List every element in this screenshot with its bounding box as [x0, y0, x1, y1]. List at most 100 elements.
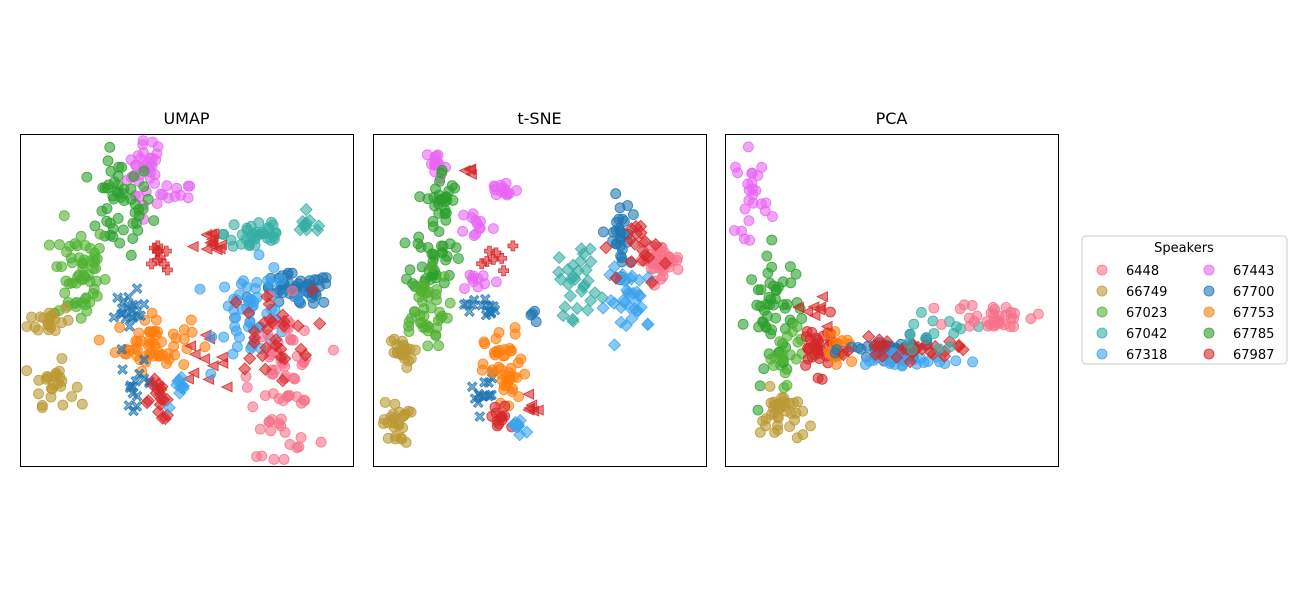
point-speaker-67987: [806, 326, 818, 338]
point-speaker-66749: [48, 379, 59, 391]
point-speaker-67753: [178, 333, 190, 345]
point-speaker-67753: [114, 322, 125, 333]
point-speaker-67023: [88, 283, 100, 295]
point-speaker-67785: [433, 195, 445, 207]
point-speaker-67785: [142, 193, 154, 205]
point-speaker-66749: [785, 407, 797, 419]
point-speaker-67753: [509, 328, 521, 340]
point-speaker-67987: [808, 309, 821, 322]
point-speaker-67318: [641, 317, 655, 331]
point-speaker-67700: [318, 296, 330, 308]
point-speaker-66749: [32, 324, 44, 336]
point-speaker-67042: [297, 219, 311, 233]
point-speaker-67443: [501, 189, 513, 201]
legend: Speakers 6448 66749 67023 67042 67318 67443 67…: [1081, 235, 1288, 365]
panel-pca: PCA: [725, 109, 1059, 467]
point-speaker-67753: [163, 353, 175, 365]
legend-entry-67023: 67023: [1096, 306, 1167, 321]
point-speaker-67753: [493, 327, 505, 338]
point-speaker-66749: [21, 365, 33, 377]
point-speaker-67700: [614, 202, 626, 214]
point-speaker-6448: [315, 436, 327, 448]
point-speaker-67023: [418, 303, 430, 315]
point-speaker-6448: [256, 450, 268, 462]
point-speaker-67042: [906, 344, 918, 356]
point-speaker-67785: [416, 261, 428, 273]
point-speaker-67987: [484, 245, 495, 257]
point-speaker-67753: [178, 324, 190, 336]
point-speaker-66749: [398, 348, 410, 360]
point-speaker-67987: [634, 226, 648, 240]
point-speaker-67443: [132, 150, 144, 162]
point-speaker-67785: [131, 217, 142, 229]
point-speaker-67785: [127, 233, 139, 245]
point-speaker-67785: [414, 191, 426, 203]
point-speaker-67785: [118, 224, 129, 236]
point-speaker-67753: [135, 335, 147, 347]
legend-marker: [1096, 264, 1108, 276]
legend-entry-6448: 6448: [1096, 264, 1159, 279]
point-speaker-67023: [58, 210, 70, 222]
legend-marker: [1203, 348, 1215, 360]
point-speaker-67785: [415, 241, 427, 253]
point-speaker-67318: [607, 338, 622, 352]
legend-label: 67042: [1126, 327, 1167, 342]
point-speaker-67987: [496, 411, 508, 423]
point-speaker-6448: [289, 373, 301, 385]
point-speaker-67318: [194, 283, 206, 295]
point-speaker-67987: [816, 291, 829, 303]
point-speaker-67700: [116, 344, 127, 355]
point-speaker-67443: [767, 211, 778, 222]
point-speaker-67023: [60, 275, 72, 287]
point-speaker-67987: [801, 306, 814, 318]
point-speaker-67987: [476, 258, 488, 270]
point-speaker-67023: [418, 279, 430, 291]
point-speaker-67987: [243, 351, 257, 366]
point-speaker-67785: [430, 183, 441, 195]
point-speaker-67042: [944, 341, 956, 353]
panel-t-sne: t-SNE: [373, 109, 707, 467]
point-speaker-67700: [628, 209, 639, 221]
point-speaker-67042: [574, 242, 588, 256]
point-speaker-67987: [836, 348, 850, 362]
point-speaker-67443: [182, 192, 194, 204]
point-speaker-67700: [317, 272, 329, 284]
point-speaker-67700: [124, 382, 136, 394]
point-speaker-67700: [468, 294, 480, 306]
point-speaker-67700: [458, 299, 470, 310]
legend-marker: [1203, 285, 1215, 297]
point-speaker-67987: [200, 229, 213, 241]
point-speaker-67987: [242, 306, 256, 320]
point-speaker-6448: [267, 368, 279, 380]
point-speaker-67042: [268, 233, 280, 245]
point-speaker-67023: [423, 291, 434, 303]
point-speaker-67318: [607, 260, 621, 274]
point-speaker-6448: [254, 423, 266, 435]
point-speaker-67318: [616, 294, 630, 308]
point-speaker-67700: [131, 390, 143, 402]
point-speaker-67700: [855, 343, 867, 355]
point-speaker-67987: [599, 241, 613, 255]
point-speaker-67443: [171, 182, 183, 194]
point-speaker-67042: [928, 328, 940, 339]
point-speaker-67753: [504, 343, 516, 354]
point-speaker-67785: [761, 298, 772, 310]
point-speaker-67987: [313, 317, 327, 331]
point-speaker-67785: [778, 299, 789, 311]
scatter-points: [377, 149, 684, 448]
point-speaker-67318: [229, 321, 241, 333]
point-speaker-6448: [928, 302, 940, 314]
point-speaker-67700: [295, 275, 307, 287]
point-speaker-66749: [60, 302, 71, 314]
point-speaker-67987: [507, 240, 519, 252]
point-speaker-66749: [385, 335, 397, 347]
point-speaker-67987: [868, 339, 882, 353]
point-speaker-67042: [556, 308, 570, 323]
point-speaker-67443: [459, 283, 470, 295]
point-speaker-6448: [265, 425, 277, 437]
point-speaker-67023: [44, 239, 55, 251]
point-speaker-67753: [512, 357, 524, 369]
point-speaker-67753: [476, 364, 488, 376]
point-speaker-67318: [248, 296, 260, 308]
